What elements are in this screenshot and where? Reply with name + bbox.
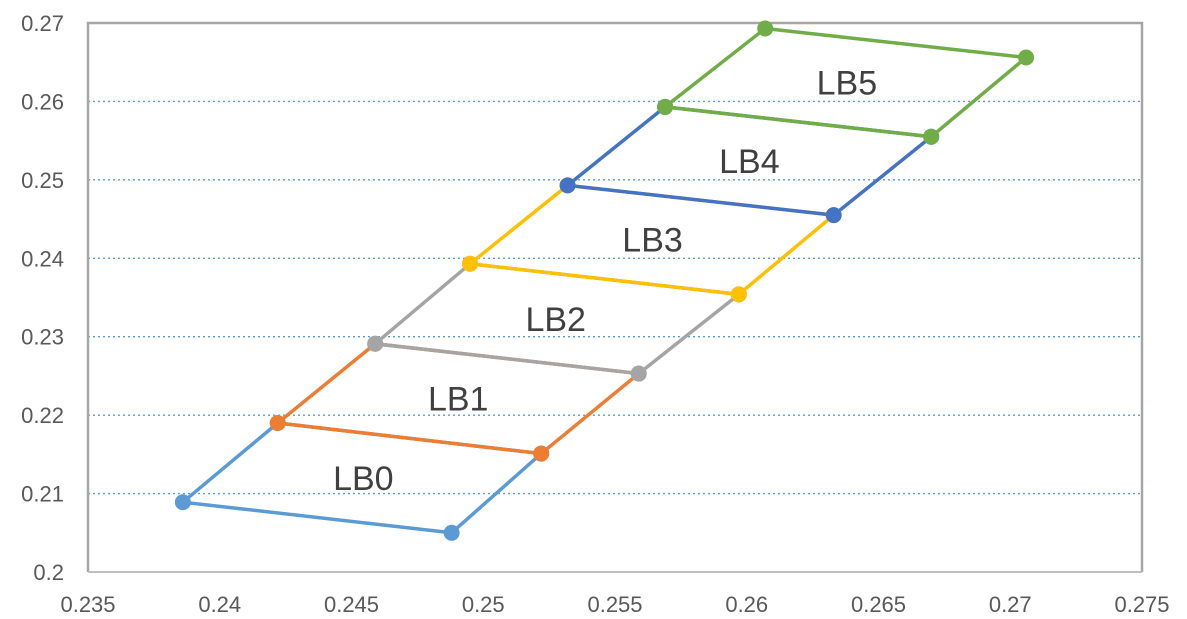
series-markers — [174, 20, 1035, 541]
x-tick-label: 0.245 — [324, 592, 379, 617]
y-tick-label: 0.27 — [21, 11, 64, 36]
data-point-lb0 — [174, 494, 191, 511]
data-point-lb5 — [1018, 49, 1035, 66]
data-point-lb3 — [730, 286, 747, 303]
x-tick-label: 0.27 — [989, 592, 1032, 617]
y-tick-label: 0.21 — [21, 482, 64, 507]
region-label-lb1: LB1 — [428, 380, 489, 418]
data-point-lb4 — [559, 177, 576, 194]
x-tick-label: 0.275 — [1114, 592, 1169, 617]
data-point-lb2 — [367, 335, 384, 352]
data-point-lb0 — [443, 524, 460, 541]
grid-lines — [88, 100, 1142, 495]
region-label-lb5: LB5 — [817, 64, 878, 102]
region-label-lb4: LB4 — [719, 143, 780, 181]
x-tick-label: 0.255 — [587, 592, 642, 617]
x-tick-label: 0.24 — [198, 592, 241, 617]
data-point-lb1 — [533, 445, 550, 462]
region-labels: LB0 LB1 LB2 LB3 LB4 LB5 — [333, 64, 877, 497]
data-point-lb5 — [757, 20, 774, 37]
x-tick-label: 0.25 — [462, 592, 505, 617]
data-point-lb5 — [923, 128, 940, 145]
data-point-lb5 — [657, 98, 674, 115]
series-shapes — [181, 26, 1028, 535]
x-tick-label: 0.26 — [725, 592, 768, 617]
y-tick-label: 0.26 — [21, 89, 64, 114]
data-point-lb1 — [269, 414, 286, 431]
data-point-lb2 — [630, 365, 647, 382]
x-tick-label: 0.235 — [60, 592, 115, 617]
y-tick-label: 0.24 — [21, 246, 64, 271]
plot-frame — [86, 21, 1144, 572]
y-tick-label: 0.22 — [21, 403, 64, 428]
region-label-lb2: LB2 — [525, 301, 586, 339]
x-tick-label: 0.265 — [851, 592, 906, 617]
region-label-lb3: LB3 — [622, 222, 683, 260]
y-tick-label: 0.2 — [33, 560, 64, 585]
y-tick-label: 0.25 — [21, 168, 64, 193]
data-point-lb3 — [462, 255, 479, 272]
tick-labels: 0.2 0.21 0.22 0.23 0.24 0.25 0.26 0.27 0.235 0.24… — [21, 11, 1169, 617]
y-tick-label: 0.23 — [21, 325, 64, 350]
data-point-lb4 — [825, 207, 842, 224]
region-label-lb0: LB0 — [333, 460, 394, 498]
axes — [86, 21, 1144, 573]
